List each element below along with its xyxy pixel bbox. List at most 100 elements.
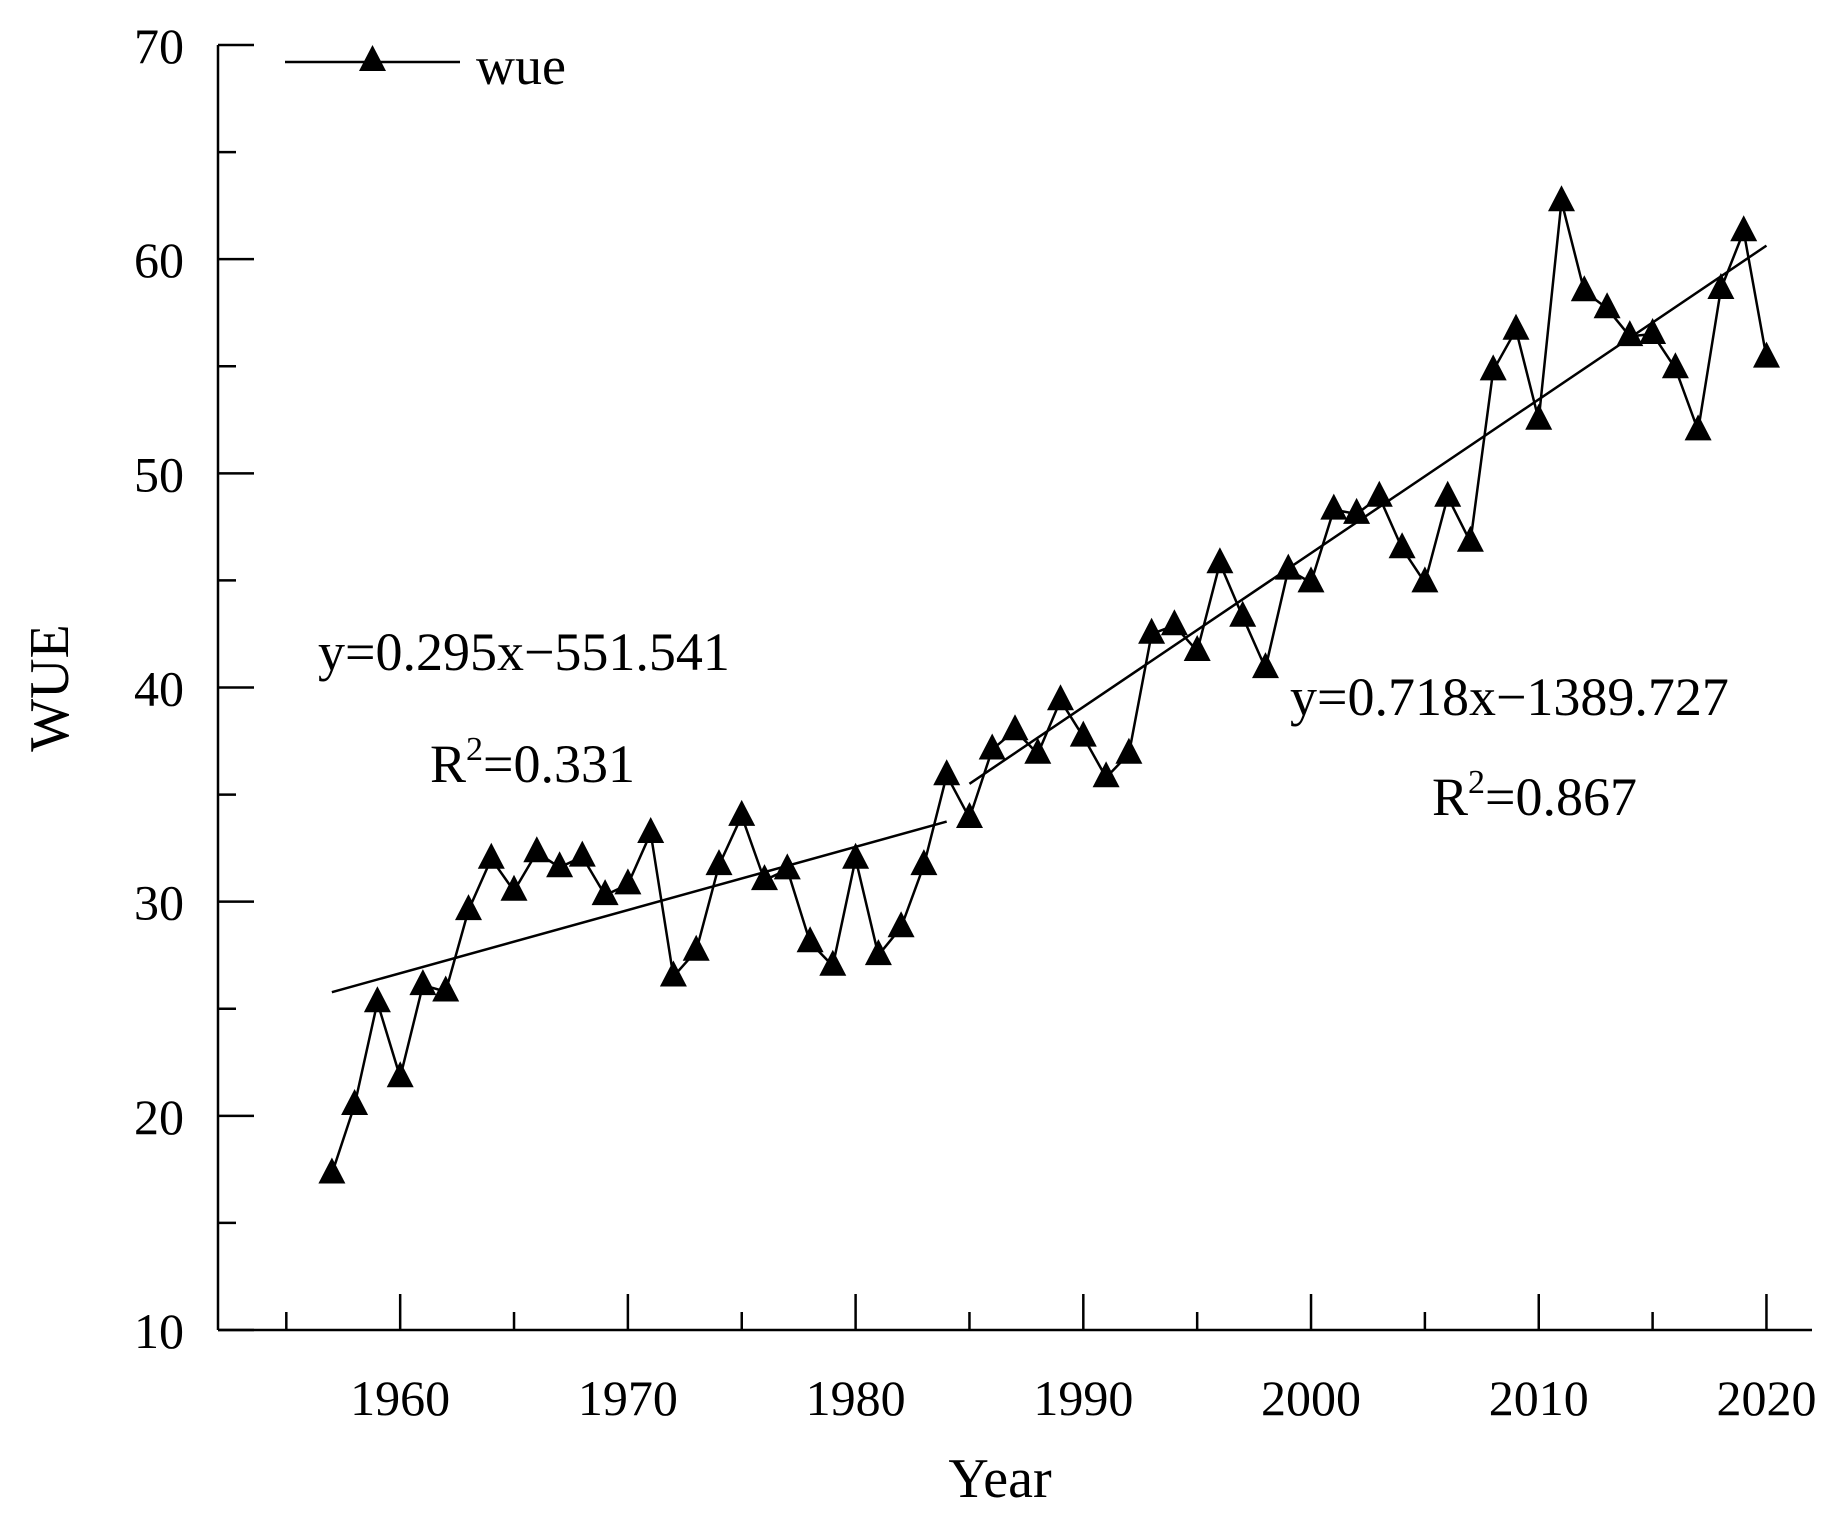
x-tick-label: 1980: [806, 1370, 906, 1426]
y-tick-label: 20: [134, 1089, 184, 1145]
data-point: [1274, 553, 1302, 580]
data-point: [1024, 737, 1052, 764]
data-point: [409, 969, 437, 996]
x-tick-label: 1970: [578, 1370, 678, 1426]
x-axis-title: Year: [948, 1448, 1052, 1510]
data-point: [455, 894, 482, 921]
r2-prefix-2: R: [1432, 767, 1468, 827]
x-tick-label: 2010: [1489, 1370, 1589, 1426]
data-point: [978, 733, 1006, 760]
data-point: [1069, 720, 1097, 747]
data-point: [659, 960, 687, 987]
data-point: [1252, 652, 1279, 679]
data-point: [1525, 403, 1553, 430]
data-point: [819, 949, 847, 976]
data-point: [1434, 480, 1462, 507]
y-tick-label: 30: [134, 875, 184, 931]
data-point: [1160, 609, 1188, 636]
data-point: [887, 911, 915, 938]
data-point: [546, 851, 574, 878]
r2-sup-2: 2: [1468, 764, 1485, 801]
trend-equation-2: y=0.718x−1389.727: [1290, 667, 1729, 727]
data-point: [1502, 313, 1530, 340]
data-point: [1092, 761, 1120, 788]
trend-equation-1: y=0.295x−551.541: [318, 622, 730, 682]
data-point: [1206, 547, 1234, 574]
data-point: [568, 840, 596, 867]
y-ticks: 10 20 30 40 50 60 70: [134, 18, 254, 1359]
data-point: [1001, 714, 1029, 741]
r2-prefix-1: R: [430, 734, 466, 794]
data-point: [523, 836, 551, 863]
x-ticks: 1960 1970 1980 1990 2000 2010 2020: [285, 1294, 1816, 1426]
y-tick-label: 50: [134, 446, 184, 502]
data-point: [432, 975, 460, 1002]
data-point: [477, 842, 505, 869]
data-point: [637, 817, 665, 843]
data-point: [1570, 275, 1598, 302]
y-axis-title: WUE: [19, 624, 81, 752]
legend-marker: [359, 45, 386, 71]
data-point: [1047, 684, 1074, 711]
data-point: [864, 939, 892, 966]
data-point: [1388, 532, 1416, 559]
data-point: [1229, 600, 1257, 627]
x-tick-label: 2000: [1261, 1370, 1361, 1426]
trend-r2-1: R2=0.331: [430, 731, 635, 794]
data-point: [1138, 617, 1166, 644]
r2-sup-1: 2: [466, 731, 483, 768]
data-point: [386, 1061, 414, 1088]
y-tick-label: 60: [134, 232, 184, 288]
data-point: [1707, 273, 1735, 299]
data-point: [933, 759, 961, 786]
legend: wue: [285, 36, 566, 96]
data-point: [1661, 352, 1689, 379]
data-point: [1297, 566, 1325, 593]
data-point: [1115, 737, 1143, 764]
x-tick-label: 1990: [1033, 1370, 1133, 1426]
x-tick-label: 2020: [1716, 1370, 1816, 1426]
legend-label-wue: wue: [476, 36, 566, 96]
data-point: [1365, 480, 1393, 507]
data-point: [796, 926, 824, 953]
data-point: [1753, 341, 1780, 368]
data-point: [956, 802, 983, 828]
trend-r2-2: R2=0.867: [1432, 764, 1637, 827]
data-point: [1183, 635, 1211, 661]
y-tick-label: 10: [134, 1303, 184, 1359]
data-point: [1456, 525, 1484, 552]
data-point: [363, 986, 391, 1013]
series-wue: [318, 185, 1780, 1184]
data-point: [614, 868, 642, 895]
data-point: [341, 1089, 369, 1115]
data-point: [1730, 215, 1758, 242]
data-point: [1684, 414, 1712, 441]
data-point: [591, 879, 619, 906]
data-point: [728, 799, 756, 826]
series-line-wue: [330, 200, 1768, 1175]
x-tick-label: 1960: [350, 1370, 450, 1426]
data-point: [318, 1157, 346, 1184]
data-point: [682, 934, 710, 961]
y-tick-label: 70: [134, 18, 184, 74]
data-point: [751, 864, 778, 891]
data-point: [1479, 354, 1507, 381]
data-point: [1320, 493, 1348, 520]
data-point: [500, 874, 528, 901]
r2-value-2: =0.867: [1485, 767, 1637, 827]
data-point: [910, 849, 938, 876]
y-tick-label: 40: [134, 661, 184, 717]
data-point: [1343, 497, 1371, 524]
trend-line-1: [331, 820, 948, 994]
data-point: [1411, 566, 1439, 593]
data-point: [1593, 292, 1621, 319]
data-point: [1616, 320, 1644, 347]
data-point: [705, 849, 733, 876]
data-point: [1639, 318, 1667, 344]
data-point: [1548, 185, 1575, 212]
r2-value-1: =0.331: [483, 734, 635, 794]
trend-lines: [331, 244, 1768, 994]
data-point: [773, 853, 801, 880]
annotations: y=0.295x−551.541 R2=0.331 y=0.718x−1389.…: [318, 622, 1729, 827]
